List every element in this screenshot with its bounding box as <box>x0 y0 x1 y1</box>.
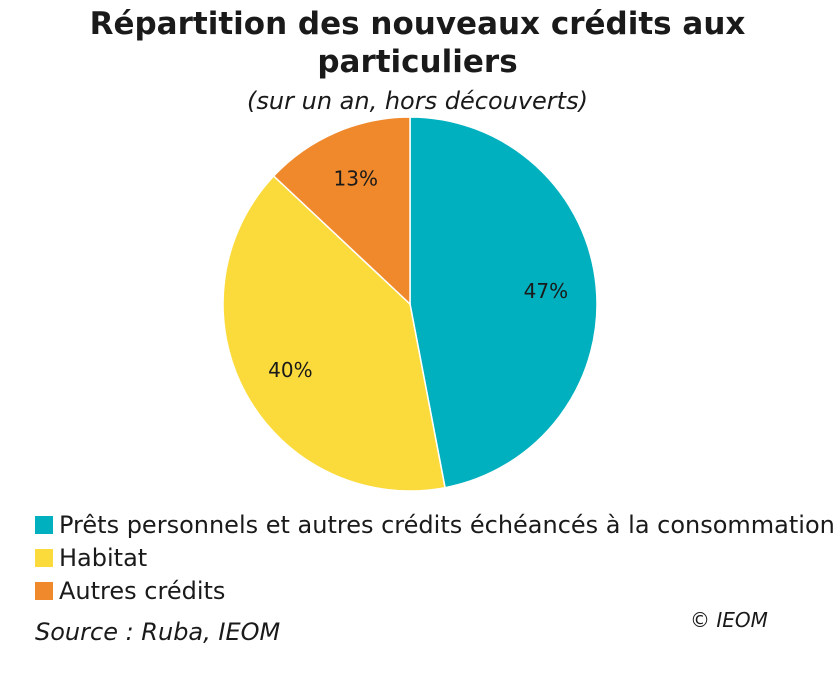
legend-item-autres: Autres crédits <box>35 574 835 607</box>
pie-slice-0 <box>409 116 598 489</box>
slice-data-label: 47% <box>524 279 568 303</box>
legend-swatch <box>35 581 53 600</box>
chart-title-line-2: particuliers <box>317 44 518 80</box>
slice-data-label: 13% <box>334 167 378 191</box>
legend-label: Autres crédits <box>59 576 226 605</box>
legend-label: Habitat <box>59 543 148 572</box>
legend-item-habitat: Habitat <box>35 541 835 574</box>
legend-label: Prêts personnels et autres crédits échéa… <box>59 510 835 539</box>
pie-slice-2 <box>272 116 411 306</box>
legend: Prêts personnels et autres crédits échéa… <box>35 508 835 607</box>
copyright-note: © IEOM <box>690 608 768 632</box>
chart-title-line-1: Répartition des nouveaux crédits aux <box>89 6 746 42</box>
chart-subtitle: (sur un an, hors découverts) <box>247 87 588 115</box>
legend-item-consommation: Prêts personnels et autres crédits échéa… <box>35 508 835 541</box>
source-note: Source : Ruba, IEOM <box>35 618 281 646</box>
legend-swatch <box>35 548 53 567</box>
slice-data-label: 40% <box>268 358 312 382</box>
legend-swatch <box>35 515 53 534</box>
pie-slice-1 <box>222 174 446 492</box>
